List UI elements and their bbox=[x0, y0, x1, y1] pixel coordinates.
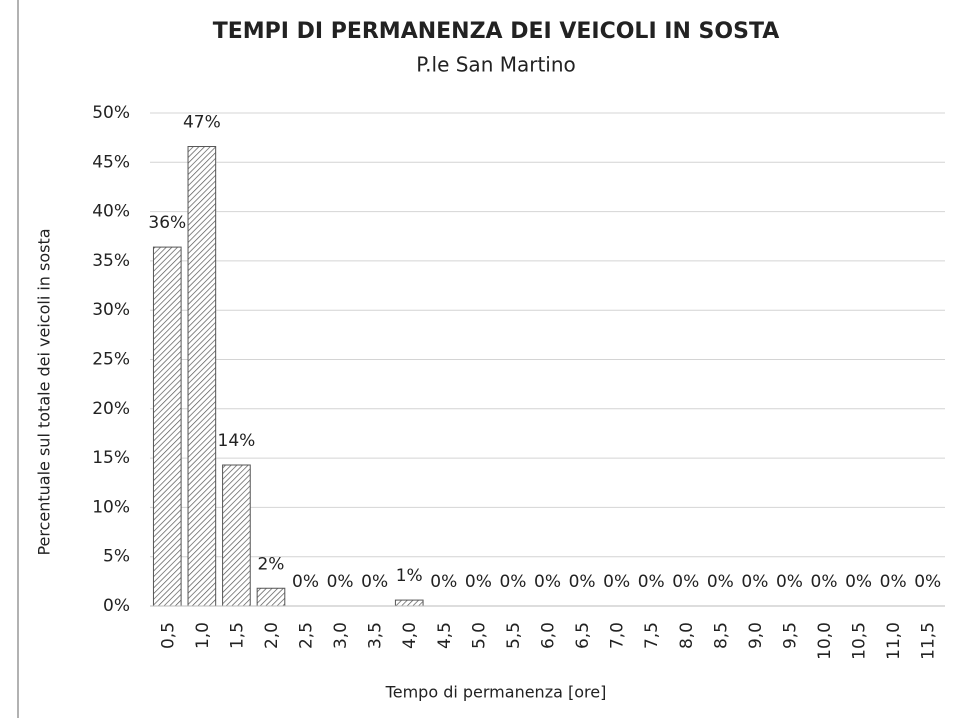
x-tick-label: 9,0 bbox=[746, 622, 766, 649]
data-label: 0% bbox=[465, 572, 492, 592]
y-tick-label: 35% bbox=[92, 251, 130, 271]
data-label: 0% bbox=[499, 572, 526, 592]
bar bbox=[394, 599, 424, 607]
y-tick-label: 25% bbox=[92, 350, 130, 370]
x-tick-label: 6,0 bbox=[539, 622, 559, 649]
data-label: 2% bbox=[257, 554, 284, 574]
x-tick-label: 5,5 bbox=[504, 622, 524, 649]
x-tick-label: 1,5 bbox=[227, 622, 247, 649]
y-tick-label: 10% bbox=[92, 497, 130, 517]
chart-title: TEMPI DI PERMANENZA DEI VEICOLI IN SOSTA bbox=[213, 19, 780, 44]
x-tick-label: 8,5 bbox=[711, 622, 731, 649]
data-label: 0% bbox=[638, 572, 665, 592]
y-tick-label: 15% bbox=[92, 448, 130, 468]
data-label: 1% bbox=[396, 566, 423, 586]
y-tick-label: 40% bbox=[92, 202, 130, 222]
data-label: 0% bbox=[741, 572, 768, 592]
data-label: 0% bbox=[327, 572, 354, 592]
x-tick-label: 2,5 bbox=[297, 622, 317, 649]
bar bbox=[222, 464, 251, 607]
data-label: 0% bbox=[707, 572, 734, 592]
x-tick-label: 5,0 bbox=[469, 622, 489, 649]
x-tick-label: 4,5 bbox=[435, 622, 455, 649]
data-label: 0% bbox=[292, 572, 319, 592]
data-label: 0% bbox=[430, 572, 457, 592]
x-tick-label: 10,5 bbox=[850, 622, 870, 660]
data-label: 0% bbox=[776, 572, 803, 592]
y-tick-label: 45% bbox=[92, 152, 130, 172]
chart-subtitle: P.le San Martino bbox=[416, 53, 576, 77]
data-label: 0% bbox=[880, 572, 907, 592]
x-tick-label: 11,5 bbox=[919, 622, 939, 660]
x-tick-label: 3,0 bbox=[331, 622, 351, 649]
bar bbox=[187, 146, 217, 607]
y-tick-label: 20% bbox=[92, 399, 130, 419]
x-tick-label: 4,0 bbox=[400, 622, 420, 649]
x-tick-label: 1,0 bbox=[193, 622, 213, 649]
x-tick-label: 9,5 bbox=[780, 622, 800, 649]
data-label: 0% bbox=[569, 572, 596, 592]
x-tick-label: 2,0 bbox=[262, 622, 282, 649]
x-tick-label: 0,5 bbox=[158, 622, 178, 649]
x-tick-label: 6,5 bbox=[573, 622, 593, 649]
y-tick-label: 50% bbox=[92, 103, 130, 123]
x-axis-label: Tempo di permanenza [ore] bbox=[385, 683, 607, 702]
data-label: 0% bbox=[361, 572, 388, 592]
bar bbox=[152, 246, 182, 607]
data-label: 0% bbox=[603, 572, 630, 592]
x-tick-label: 11,0 bbox=[884, 622, 904, 660]
x-tick-label: 10,0 bbox=[815, 622, 835, 660]
data-label: 0% bbox=[914, 572, 941, 592]
y-tick-label: 30% bbox=[92, 300, 130, 320]
data-label: 0% bbox=[845, 572, 872, 592]
y-tick-label: 5% bbox=[103, 547, 130, 567]
y-tick-label: 0% bbox=[103, 596, 130, 616]
x-tick-label: 8,0 bbox=[677, 622, 697, 649]
data-label: 47% bbox=[183, 113, 221, 133]
x-tick-label: 7,5 bbox=[642, 622, 662, 649]
data-label: 0% bbox=[672, 572, 699, 592]
x-tick-label: 3,5 bbox=[366, 622, 386, 649]
y-axis-label: Percentuale sul totale dei veicoli in so… bbox=[35, 228, 54, 555]
data-label: 0% bbox=[811, 572, 838, 592]
data-label: 14% bbox=[218, 431, 256, 451]
x-tick-label: 7,0 bbox=[608, 622, 628, 649]
data-label: 0% bbox=[534, 572, 561, 592]
bar bbox=[256, 587, 286, 607]
data-label: 36% bbox=[148, 213, 186, 233]
